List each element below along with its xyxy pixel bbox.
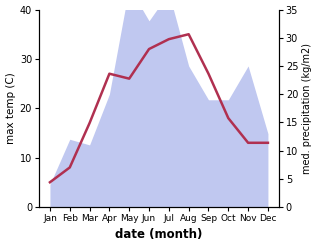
Y-axis label: med. precipitation (kg/m2): med. precipitation (kg/m2): [302, 43, 313, 174]
X-axis label: date (month): date (month): [115, 228, 203, 242]
Y-axis label: max temp (C): max temp (C): [5, 72, 16, 144]
